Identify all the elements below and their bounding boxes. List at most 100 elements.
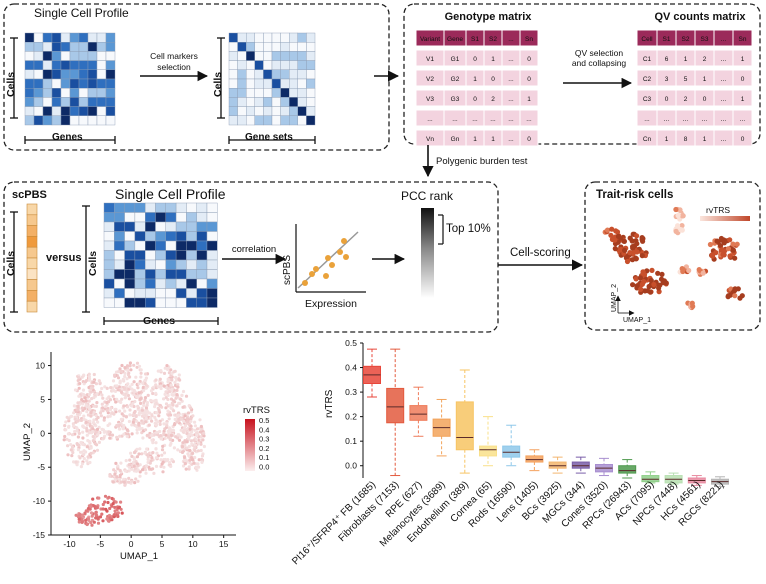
table-cell-text: ...	[508, 96, 514, 103]
umap-point	[94, 510, 98, 514]
table-header-text: S2	[489, 36, 497, 43]
trait-risk-umap	[602, 206, 745, 311]
heatmap-cell	[196, 221, 208, 232]
umap-point	[117, 506, 121, 510]
umap-point	[201, 438, 205, 442]
heatmap-cell	[186, 221, 197, 232]
umap-point	[171, 393, 175, 397]
umap-point	[119, 480, 123, 484]
heatmap-cell	[165, 297, 177, 308]
umap-point	[140, 411, 144, 415]
umap-point	[162, 465, 166, 469]
umap-point	[67, 424, 71, 428]
heatmap-cell	[42, 87, 53, 98]
umap-point	[163, 392, 167, 396]
umap-point	[175, 404, 179, 408]
heatmap-cell	[105, 60, 116, 70]
umap-point	[135, 447, 139, 451]
heatmap-cell	[124, 231, 136, 242]
trait-cell-point	[656, 285, 662, 291]
heatmap-cell	[134, 202, 146, 213]
umap-point	[130, 454, 134, 458]
heatmap-cell	[165, 212, 177, 223]
umap-point	[130, 423, 134, 427]
umap-point	[198, 418, 202, 422]
umap-point	[100, 427, 104, 431]
table-cell	[732, 49, 753, 67]
heatmap-cell	[297, 78, 307, 89]
box-body	[571, 461, 590, 469]
umap-point	[154, 441, 158, 445]
umap-point	[193, 445, 197, 449]
umap-point	[92, 520, 96, 524]
umap-point	[145, 447, 149, 451]
umap-point	[118, 379, 122, 383]
umap-point	[166, 393, 170, 397]
box-9	[571, 456, 590, 474]
scatter-point	[313, 266, 319, 272]
heatmap-cell	[165, 250, 177, 261]
heatmap-cell	[306, 97, 316, 107]
heatmap-cell	[87, 106, 98, 116]
table-cell	[519, 49, 539, 67]
heatmap-cell	[24, 106, 35, 116]
heatmap-cell	[51, 60, 62, 70]
umap-point	[159, 458, 163, 462]
heatmap-cell	[271, 78, 281, 89]
umap-point	[134, 414, 138, 419]
trait-cell-point	[633, 276, 639, 282]
umap-point	[120, 369, 124, 374]
heatmap-cell	[144, 240, 156, 251]
table-header-text: ...	[508, 36, 514, 43]
umap-point	[164, 390, 168, 394]
heatmap-cell	[124, 250, 136, 261]
heatmap-cell	[144, 297, 156, 308]
panel-border-2	[403, 3, 761, 145]
umap-point	[169, 441, 173, 446]
umap-point	[188, 461, 192, 465]
umap-point	[193, 424, 197, 428]
umap-point	[71, 450, 75, 455]
umap-point	[110, 504, 114, 508]
umap-point	[126, 368, 130, 372]
heatmap-cell	[105, 106, 116, 116]
umap-point	[131, 420, 135, 424]
umap-point	[143, 379, 147, 383]
umap-point	[71, 424, 76, 428]
heatmap-cell	[263, 69, 273, 80]
heatmap-cell	[60, 87, 71, 98]
umap-point	[140, 414, 145, 418]
trait-cell-point	[690, 303, 696, 309]
umap-point	[185, 432, 189, 436]
umap-ytick-label: 10	[36, 361, 46, 371]
umap-point	[115, 423, 119, 428]
umap-point	[73, 417, 77, 421]
umap-point	[156, 433, 160, 437]
umap-point	[175, 388, 179, 392]
box-body	[641, 475, 660, 483]
umap-point	[164, 402, 169, 406]
umap-point	[141, 381, 145, 385]
umap-point	[119, 507, 123, 511]
umap-point	[185, 420, 190, 424]
heatmap-cell	[60, 32, 71, 43]
heatmap-cell	[51, 97, 62, 107]
cells-label-3: Cells	[5, 251, 17, 276]
umap-point	[62, 438, 66, 442]
umap-point	[89, 414, 93, 418]
heatmap-cell	[144, 288, 156, 299]
umap-point	[74, 460, 78, 464]
umap-point	[171, 429, 176, 433]
heatmap-cell	[78, 97, 89, 107]
heatmap-cell	[96, 32, 107, 43]
table-cell-text: ...	[427, 116, 433, 123]
umap-point	[126, 405, 130, 409]
heatmap-cell	[144, 269, 156, 280]
box-6	[502, 424, 521, 467]
heatmap-cell	[42, 42, 53, 52]
umap-point	[92, 418, 96, 422]
umap-point	[95, 506, 99, 510]
umap-point	[169, 464, 173, 468]
umap-point	[85, 410, 89, 414]
umap-point	[122, 480, 126, 484]
